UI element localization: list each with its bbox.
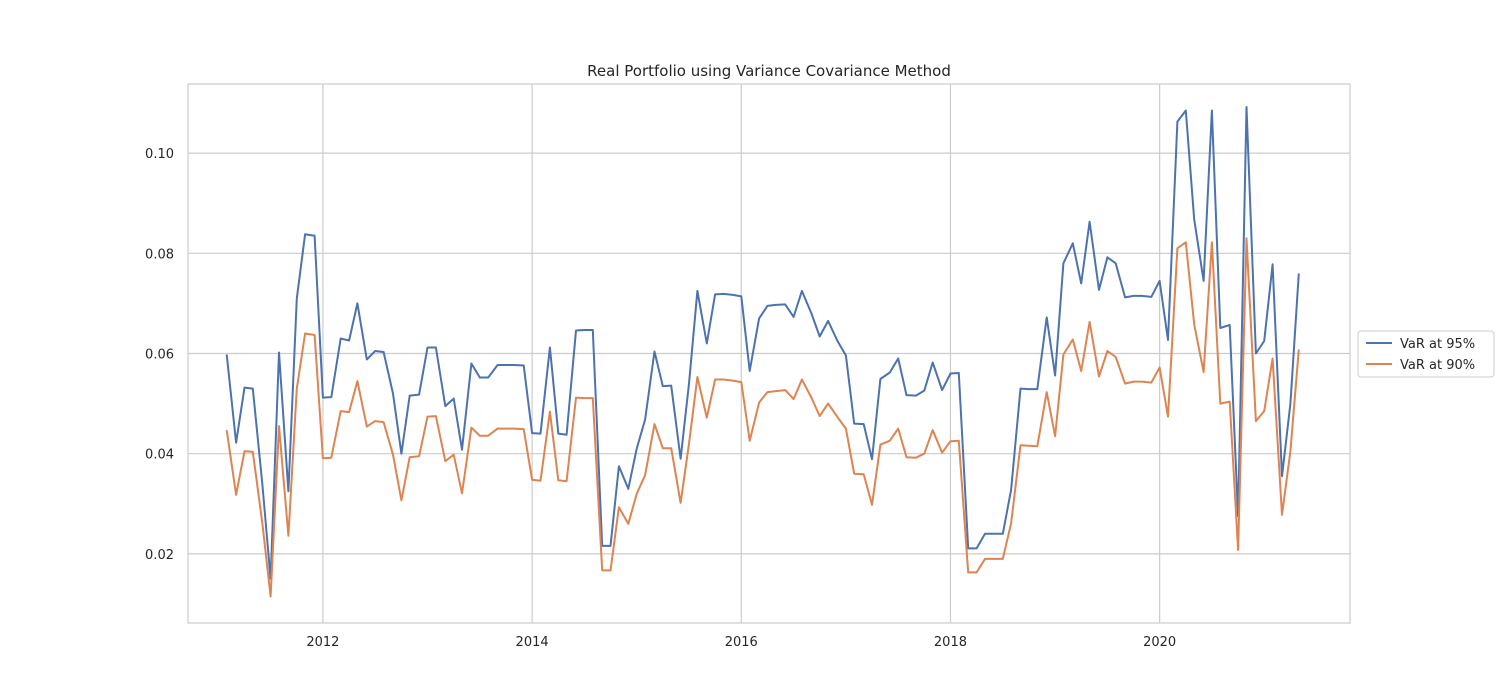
legend: VaR at 95% VaR at 90% xyxy=(1357,330,1495,378)
y-tick-label: 0.08 xyxy=(145,247,174,262)
series-layer xyxy=(225,106,1300,598)
x-tick-label: 2012 xyxy=(306,635,339,650)
legend-label: VaR at 95% xyxy=(1400,337,1475,352)
x-axis-ticks: 2012 2014 2016 2018 2020 xyxy=(306,635,1176,650)
y-tick-label: 0.02 xyxy=(145,548,174,563)
x-tick-label: 2018 xyxy=(934,635,967,650)
series-line-var-95 xyxy=(225,106,1300,580)
grid xyxy=(188,84,1350,623)
x-tick-label: 2016 xyxy=(725,635,758,650)
y-tick-label: 0.10 xyxy=(145,147,174,162)
plot-area xyxy=(187,83,1351,624)
plot-frame xyxy=(187,83,1351,624)
y-tick-label: 0.06 xyxy=(145,348,174,363)
y-tick-label: 0.04 xyxy=(145,448,174,463)
x-tick-label: 2020 xyxy=(1143,635,1176,650)
y-axis-ticks: 0.02 0.04 0.06 0.08 0.10 xyxy=(145,147,174,563)
legend-label: VaR at 90% xyxy=(1400,358,1475,373)
series-line-var-90 xyxy=(225,237,1300,598)
chart-title: Real Portfolio using Variance Covariance… xyxy=(587,62,951,80)
x-tick-label: 2014 xyxy=(516,635,549,650)
